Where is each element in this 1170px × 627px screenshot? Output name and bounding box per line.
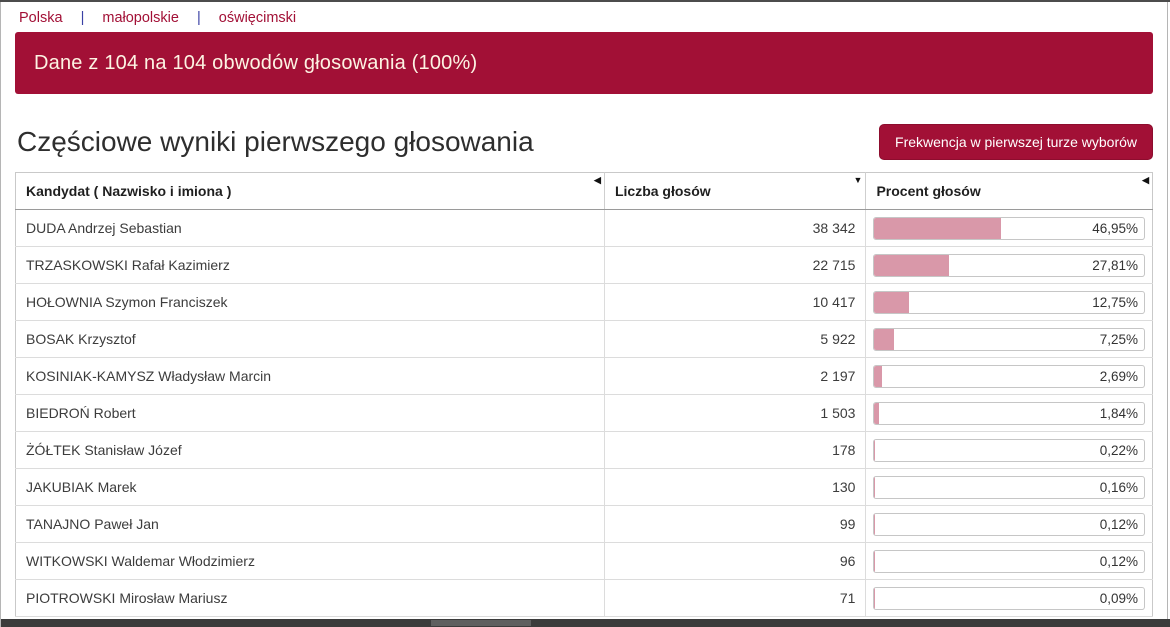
percent-value: 0,16% bbox=[1099, 479, 1138, 495]
breadcrumb-link-oswiecimski[interactable]: oświęcimski bbox=[218, 10, 297, 26]
column-header-label: Procent głosów bbox=[876, 183, 981, 199]
results-coverage-banner: Dane z 104 na 104 obwodów głosowania (10… bbox=[15, 32, 1153, 94]
percent-value: 0,12% bbox=[1099, 553, 1138, 569]
sort-left-icon[interactable]: ◀ bbox=[594, 175, 601, 185]
breadcrumb-separator: | bbox=[196, 10, 201, 26]
votes-value: 178 bbox=[604, 431, 867, 469]
votes-value: 5 922 bbox=[604, 320, 867, 358]
table-row: TRZASKOWSKI Rafał Kazimierz 22 715 27,81… bbox=[15, 246, 1153, 284]
percent-value: 0,12% bbox=[1099, 516, 1138, 532]
percent-bar-fill bbox=[874, 365, 882, 387]
table-row: ŻÓŁTEK Stanisław Józef 178 0,22% bbox=[15, 431, 1153, 469]
table-row: WITKOWSKI Waldemar Włodzimierz 96 0,12% bbox=[15, 542, 1153, 580]
percent-bar: 7,25% bbox=[873, 327, 1145, 351]
column-header-candidate[interactable]: Kandydat ( Nazwisko i imiona ) ◀ bbox=[15, 172, 605, 210]
breadcrumb-link-polska[interactable]: Polska bbox=[19, 10, 63, 26]
votes-value: 2 197 bbox=[604, 357, 867, 395]
percent-value: 7,25% bbox=[1099, 331, 1138, 347]
sort-desc-icon[interactable]: ▼ bbox=[853, 175, 863, 185]
votes-value: 10 417 bbox=[604, 283, 867, 321]
percent-value: 27,81% bbox=[1092, 257, 1138, 273]
votes-value: 22 715 bbox=[604, 246, 867, 284]
percent-bar: 0,12% bbox=[873, 549, 1145, 573]
column-header-votes[interactable]: Liczba głosów ▼ bbox=[604, 172, 867, 210]
title-row: Częściowe wyniki pierwszego głosowania F… bbox=[15, 124, 1153, 160]
votes-value: 99 bbox=[604, 505, 867, 543]
percent-value: 2,69% bbox=[1099, 368, 1138, 384]
percent-bar-fill bbox=[874, 217, 1001, 239]
votes-value: 1 503 bbox=[604, 394, 867, 432]
percent-value: 12,75% bbox=[1092, 294, 1138, 310]
percent-bar: 27,81% bbox=[873, 253, 1145, 277]
percent-value: 46,95% bbox=[1092, 220, 1138, 236]
column-header-label: Kandydat ( Nazwisko i imiona ) bbox=[26, 183, 232, 199]
percent-bar-fill bbox=[874, 328, 894, 350]
horizontal-scrollbar-thumb[interactable] bbox=[431, 620, 531, 626]
table-row: KOSINIAK-KAMYSZ Władysław Marcin 2 197 2… bbox=[15, 357, 1153, 395]
table-row: HOŁOWNIA Szymon Franciszek 10 417 12,75% bbox=[15, 283, 1153, 321]
percent-bar-fill bbox=[874, 439, 876, 461]
candidate-name: PIOTROWSKI Mirosław Mariusz bbox=[15, 579, 605, 617]
candidate-name: KOSINIAK-KAMYSZ Władysław Marcin bbox=[15, 357, 605, 395]
percent-bar-fill bbox=[874, 291, 909, 313]
candidate-name: TANAJNO Paweł Jan bbox=[15, 505, 605, 543]
table-row: BIEDROŃ Robert 1 503 1,84% bbox=[15, 394, 1153, 432]
results-table: Kandydat ( Nazwisko i imiona ) ◀ Liczba … bbox=[15, 172, 1153, 617]
footer-band bbox=[1, 619, 1170, 627]
candidate-name: DUDA Andrzej Sebastian bbox=[15, 209, 605, 247]
table-row: PIOTROWSKI Mirosław Mariusz 71 0,09% bbox=[15, 579, 1153, 617]
table-row: JAKUBIAK Marek 130 0,16% bbox=[15, 468, 1153, 506]
votes-value: 71 bbox=[604, 579, 867, 617]
table-row: DUDA Andrzej Sebastian 38 342 46,95% bbox=[15, 209, 1153, 247]
page-title: Częściowe wyniki pierwszego głosowania bbox=[17, 126, 534, 157]
candidate-name: TRZASKOWSKI Rafał Kazimierz bbox=[15, 246, 605, 284]
sort-left-icon[interactable]: ◀ bbox=[1142, 175, 1149, 185]
percent-bar: 1,84% bbox=[873, 401, 1145, 425]
column-header-label: Liczba głosów bbox=[614, 183, 711, 199]
percent-value: 0,22% bbox=[1099, 442, 1138, 458]
percent-bar: 0,16% bbox=[873, 475, 1145, 499]
banner-text: Dane z 104 na 104 obwodów głosowania (10… bbox=[34, 51, 478, 74]
votes-value: 130 bbox=[604, 468, 867, 506]
candidate-name: BOSAK Krzysztof bbox=[15, 320, 605, 358]
table-row: BOSAK Krzysztof 5 922 7,25% bbox=[15, 320, 1153, 358]
candidate-name: HOŁOWNIA Szymon Franciszek bbox=[15, 283, 605, 321]
breadcrumb-separator: | bbox=[80, 10, 85, 26]
candidate-name: JAKUBIAK Marek bbox=[15, 468, 605, 506]
table-header-row: Kandydat ( Nazwisko i imiona ) ◀ Liczba … bbox=[15, 172, 1153, 210]
percent-bar: 0,12% bbox=[873, 512, 1145, 536]
percent-bar: 2,69% bbox=[873, 364, 1145, 388]
breadcrumb-link-malopolskie[interactable]: małopolskie bbox=[102, 10, 179, 26]
candidate-name: WITKOWSKI Waldemar Włodzimierz bbox=[15, 542, 605, 580]
table-row: TANAJNO Paweł Jan 99 0,12% bbox=[15, 505, 1153, 543]
votes-value: 38 342 bbox=[604, 209, 867, 247]
votes-value: 96 bbox=[604, 542, 867, 580]
frequency-button[interactable]: Frekwencja w pierwszej turze wyborów bbox=[879, 124, 1153, 160]
candidate-name: ŻÓŁTEK Stanisław Józef bbox=[15, 431, 605, 469]
percent-value: 0,09% bbox=[1099, 590, 1138, 606]
percent-bar: 0,22% bbox=[873, 438, 1145, 462]
percent-value: 1,84% bbox=[1099, 405, 1138, 421]
column-header-percent[interactable]: Procent głosów ◀ bbox=[865, 172, 1153, 210]
breadcrumb: Polska | małopolskie | oświęcimski bbox=[15, 2, 1153, 32]
percent-bar-fill bbox=[874, 402, 880, 424]
percent-bar: 0,09% bbox=[873, 586, 1145, 610]
percent-bar-fill bbox=[874, 254, 950, 276]
percent-bar: 12,75% bbox=[873, 290, 1145, 314]
percent-bar: 46,95% bbox=[873, 216, 1145, 240]
candidate-name: BIEDROŃ Robert bbox=[15, 394, 605, 432]
